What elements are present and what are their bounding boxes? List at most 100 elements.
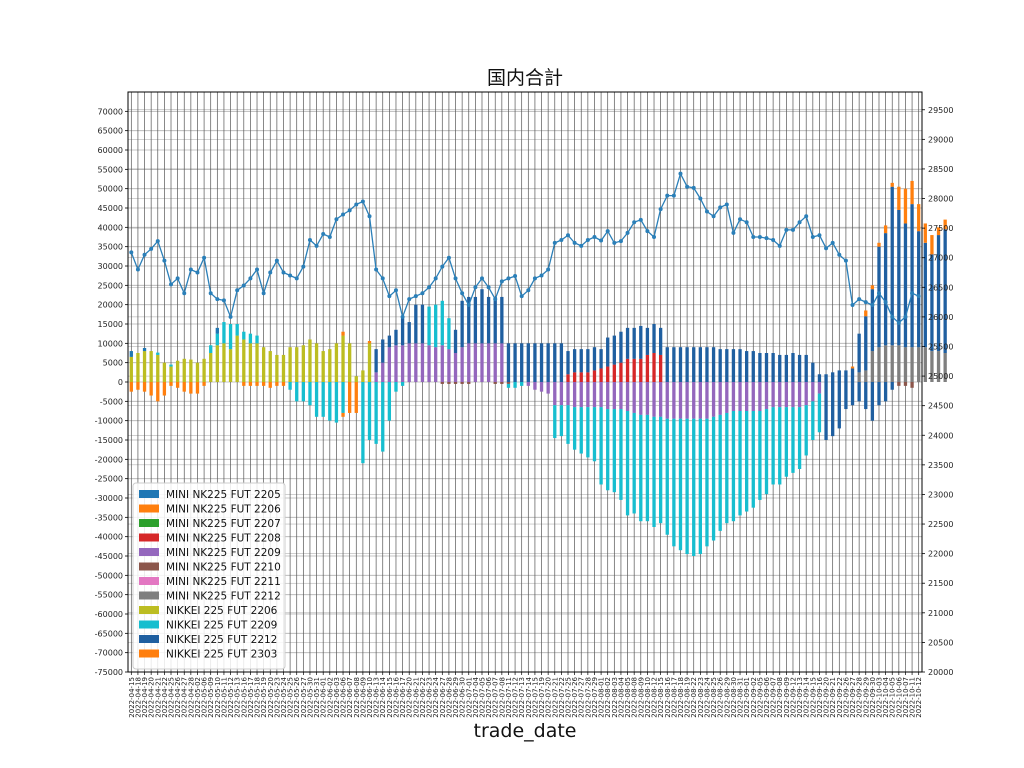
y-tick-label-left: -55000 — [95, 591, 123, 600]
price-point — [771, 237, 776, 242]
bar-segment — [506, 343, 511, 382]
price-point — [751, 235, 756, 239]
bar-segment — [235, 335, 239, 382]
bar-segment — [903, 188, 908, 224]
bar-segment — [599, 382, 603, 408]
bar-segment — [917, 347, 921, 382]
price-point — [777, 243, 782, 248]
bar-segment — [566, 382, 570, 406]
bar-segment — [764, 382, 769, 410]
bar-segment — [936, 227, 941, 236]
price-point — [202, 255, 207, 260]
x-tick-label: 2022-07-15 — [531, 677, 539, 718]
bar-segment — [500, 296, 504, 344]
bar-segment — [639, 414, 643, 522]
bar-segment — [639, 358, 643, 382]
bar-segment — [612, 364, 616, 382]
bar-segment — [890, 182, 894, 187]
bar-segment — [685, 418, 689, 555]
bar-segment — [321, 351, 325, 382]
x-tick-label: 2022-07-12 — [512, 677, 520, 718]
bar-segment — [447, 318, 451, 350]
price-point — [731, 230, 736, 235]
price-point — [314, 243, 319, 248]
bar-segment — [142, 347, 147, 352]
x-tick-label: 2022-09-08 — [776, 677, 784, 718]
x-tick-label: 2022-04-15 — [128, 677, 136, 718]
y-tick-label-left: -50000 — [95, 571, 123, 580]
bar-segment — [513, 382, 517, 388]
price-point — [380, 276, 385, 281]
bar-segment — [434, 347, 438, 382]
bar-segment — [268, 382, 272, 388]
price-point — [890, 314, 895, 319]
bar-segment — [824, 374, 828, 382]
price-point — [552, 240, 557, 245]
x-tick-label: 2022-05-11 — [220, 677, 228, 718]
price-point — [274, 258, 279, 263]
x-tick-label: 2022-08-01 — [598, 677, 606, 718]
bar-segment — [619, 331, 623, 363]
bar-segment — [156, 382, 160, 402]
bar-segment — [169, 366, 173, 382]
x-tick-label: 2022-06-27 — [439, 677, 447, 718]
bar-segment — [705, 418, 709, 547]
legend-label: NIKKEI 225 FUT 2206 — [166, 605, 278, 617]
x-tick-label: 2022-09-28 — [856, 677, 864, 718]
bar-segment — [414, 304, 418, 344]
bar-segment — [175, 382, 180, 388]
bar-segment — [553, 382, 557, 406]
bar-segment — [559, 382, 564, 406]
bar-segment — [870, 285, 875, 290]
x-tick-label: 2022-07-22 — [558, 677, 566, 718]
bar-segment — [678, 382, 683, 419]
price-point — [162, 258, 167, 263]
legend-label: MINI NK225 FUT 2211 — [166, 576, 281, 588]
price-point — [433, 276, 438, 281]
bar-segment — [156, 354, 160, 382]
price-point — [281, 270, 286, 275]
bar-segment — [784, 382, 789, 408]
bar-segment — [579, 349, 583, 373]
bar-segment — [387, 335, 392, 348]
legend-label: NIKKEI 225 FUT 2209 — [166, 620, 277, 632]
price-point — [546, 267, 551, 272]
price-point — [513, 274, 518, 279]
bar-segment — [189, 359, 193, 382]
bar-segment — [348, 382, 352, 413]
bar-segment — [572, 382, 577, 408]
bar-segment — [850, 366, 855, 369]
price-point — [334, 217, 339, 222]
price-point — [241, 283, 246, 288]
x-tick-label: 2022-07-26 — [571, 676, 579, 717]
bar-segment — [738, 349, 742, 382]
bar-segment — [202, 382, 206, 386]
price-point — [718, 205, 723, 210]
bar-segment — [586, 372, 590, 382]
bar-segment — [520, 382, 524, 386]
bar-segment — [314, 382, 319, 417]
bar-segment — [831, 372, 835, 382]
bar-segment — [572, 407, 577, 450]
x-tick-label: 2022-09-16 — [816, 676, 824, 717]
price-point — [903, 314, 908, 319]
x-axis: 2022-04-152022-04-182022-04-192022-04-20… — [128, 672, 923, 718]
x-tick-label: 2022-10-12 — [915, 677, 923, 718]
bar-segment — [632, 412, 636, 514]
price-point — [360, 199, 365, 204]
bar-segment — [897, 186, 901, 210]
bar-segment — [831, 382, 835, 437]
bar-segment — [817, 382, 822, 394]
bar-segment — [592, 382, 597, 408]
price-point — [393, 288, 398, 293]
bar-segment — [678, 418, 683, 551]
x-tick-label: 2022-07-27 — [578, 677, 586, 718]
bar-segment — [625, 382, 630, 411]
y-tick-label-left: -30000 — [95, 494, 123, 503]
price-point — [466, 303, 471, 308]
price-point — [473, 285, 478, 290]
x-tick-label: 2022-05-12 — [227, 677, 235, 718]
bar-segment — [725, 349, 729, 382]
price-point — [175, 276, 180, 281]
bar-segment — [539, 382, 544, 392]
